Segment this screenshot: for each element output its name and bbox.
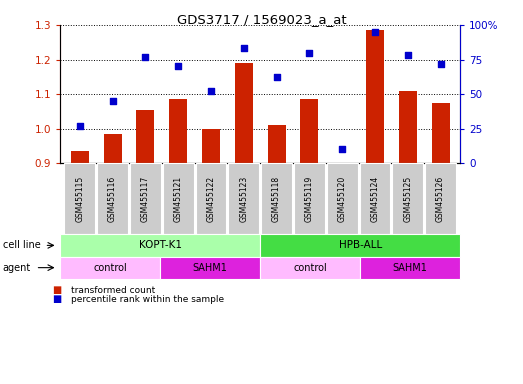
Text: GSM455115: GSM455115	[75, 175, 84, 222]
Point	[371, 29, 379, 35]
Text: GSM455121: GSM455121	[174, 175, 183, 222]
Text: GSM455123: GSM455123	[240, 175, 248, 222]
Bar	[300, 99, 319, 163]
Text: GSM455117: GSM455117	[141, 175, 150, 222]
Bar	[202, 129, 220, 163]
Bar	[431, 103, 450, 163]
Text: cell line: cell line	[3, 240, 40, 250]
Text: GDS3717 / 1569023_a_at: GDS3717 / 1569023_a_at	[177, 13, 346, 26]
Point	[240, 45, 248, 51]
Text: SAHM1: SAHM1	[193, 263, 228, 273]
Point	[436, 61, 445, 67]
Text: GSM455118: GSM455118	[272, 175, 281, 222]
Bar	[399, 91, 417, 163]
Text: GSM455124: GSM455124	[370, 175, 380, 222]
Text: GSM455122: GSM455122	[207, 175, 215, 222]
Point	[174, 63, 183, 70]
Bar	[366, 30, 384, 163]
Bar	[104, 134, 122, 163]
Text: control: control	[293, 263, 327, 273]
Text: GSM455119: GSM455119	[305, 175, 314, 222]
Point	[338, 146, 346, 152]
Text: transformed count: transformed count	[71, 286, 155, 295]
Point	[108, 98, 117, 104]
Bar	[169, 99, 187, 163]
Point	[404, 52, 412, 58]
Text: ■: ■	[52, 294, 62, 304]
Text: GSM455120: GSM455120	[338, 175, 347, 222]
Bar	[235, 63, 253, 163]
Text: GSM455126: GSM455126	[436, 175, 445, 222]
Point	[272, 74, 281, 81]
Point	[76, 123, 84, 129]
Text: SAHM1: SAHM1	[393, 263, 428, 273]
Point	[305, 50, 314, 56]
Text: HPB-ALL: HPB-ALL	[338, 240, 382, 250]
Text: percentile rank within the sample: percentile rank within the sample	[71, 295, 224, 304]
Point	[207, 88, 215, 94]
Bar	[137, 110, 154, 163]
Text: GSM455116: GSM455116	[108, 175, 117, 222]
Text: ■: ■	[52, 285, 62, 295]
Text: agent: agent	[3, 263, 31, 273]
Text: GSM455125: GSM455125	[403, 175, 412, 222]
Bar	[71, 151, 89, 163]
Text: control: control	[93, 263, 127, 273]
Text: KOPT-K1: KOPT-K1	[139, 240, 181, 250]
Point	[141, 54, 150, 60]
Bar	[268, 125, 286, 163]
